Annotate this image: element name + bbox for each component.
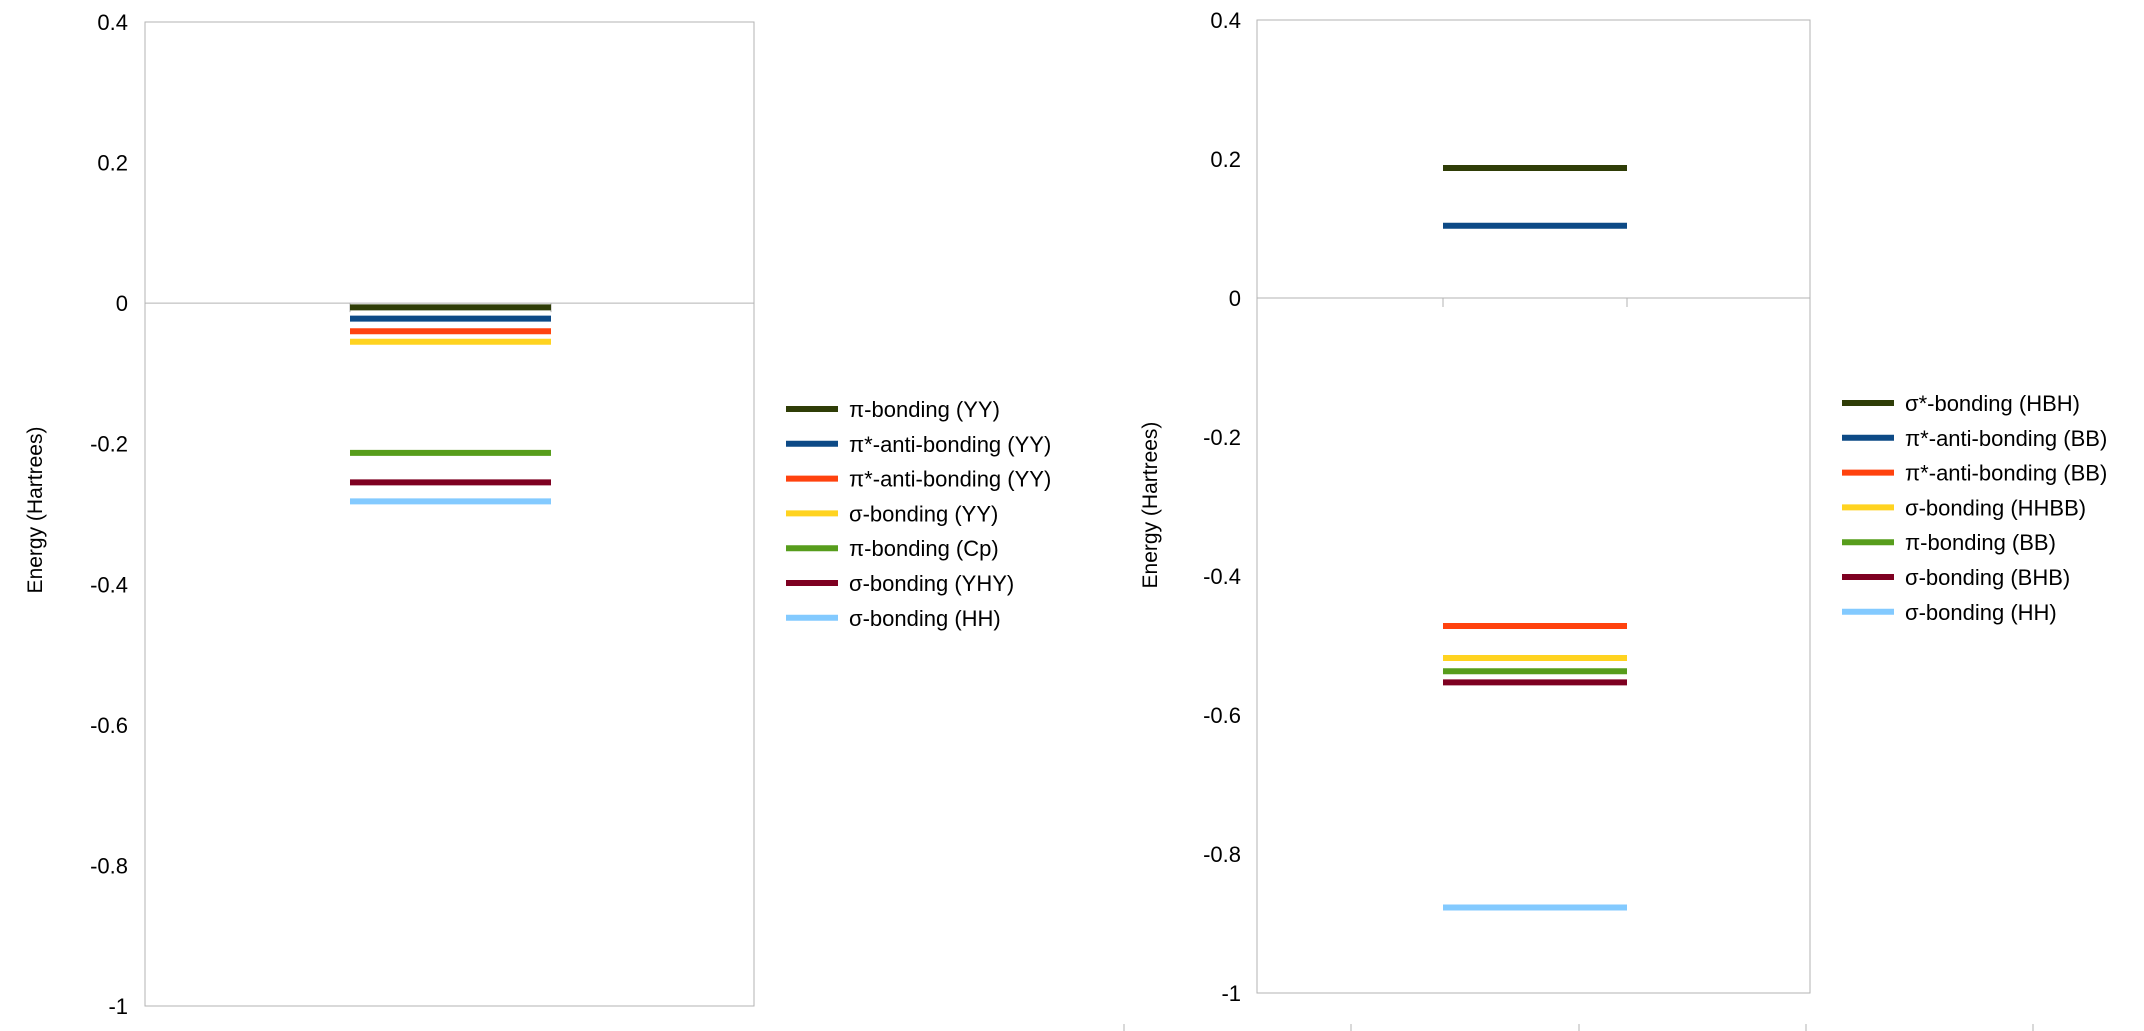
legend-label: σ-bonding (HHBB)	[1905, 495, 2086, 520]
legend-label: σ-bonding (HH)	[849, 606, 1001, 631]
legend-label: π-bonding (BB)	[1905, 530, 2056, 555]
y-tick-label: 0.4	[97, 10, 128, 35]
y-axis-label: Energy (Hartrees)	[1139, 422, 1162, 589]
y-tick-label: 0.4	[1210, 8, 1241, 33]
energy-chart-2: 0.4 0.2 0 -0.2 -0.4 -0.6 -0.8 -1 Energy (Hartree…	[1123, 8, 2107, 1031]
legend-label: σ-bonding (BHB)	[1905, 565, 2070, 590]
y-tick-label: 0	[116, 291, 128, 316]
plot-area	[144, 21, 755, 1007]
y-tick-label: -0.2	[1203, 425, 1241, 450]
legend-label: π*-anti-bonding (YY)	[849, 467, 1051, 492]
legend-label: π*-anti-bonding (YY)	[849, 432, 1051, 457]
legend-label: π-bonding (YY)	[849, 397, 1000, 422]
y-tick-label: -0.6	[90, 713, 128, 738]
plot-area	[1256, 19, 1811, 994]
y-tick-label: -0.4	[1203, 564, 1241, 589]
legend-label: σ-bonding (YY)	[849, 501, 998, 526]
y-tick-label: 0.2	[97, 151, 128, 176]
y-axis-label: Energy (Hartrees)	[24, 427, 47, 594]
y-tick-label: -0.2	[90, 432, 128, 457]
y-tick-label: -0.8	[90, 853, 128, 878]
legend: π-bonding (YY) π*-anti-bonding (YY) π*-ant…	[786, 397, 1051, 631]
legend-label: π-bonding (Cp)	[849, 536, 999, 561]
legend: σ*-bonding (HBH) π*-anti-bonding (BB) π*-a…	[1842, 391, 2107, 625]
legend-label: π*-anti-bonding (BB)	[1905, 461, 2107, 486]
y-tick-label: -1	[1221, 981, 1241, 1006]
legend-label: σ*-bonding (HBH)	[1905, 391, 2080, 416]
y-tick-label: -0.8	[1203, 842, 1241, 867]
legend-label: π*-anti-bonding (BB)	[1905, 426, 2107, 451]
y-tick-label: 0.2	[1210, 147, 1241, 172]
y-tick-label: -0.6	[1203, 703, 1241, 728]
y-tick-label: 0	[1229, 286, 1241, 311]
energy-chart-1: 0.4 0.2 0 -0.2 -0.4 -0.6 -0.8 -1 Energy (Hartree…	[24, 10, 1051, 1019]
y-tick-label: -0.4	[90, 572, 128, 597]
legend-label: σ-bonding (HH)	[1905, 600, 2057, 625]
legend-label: σ-bonding (YHY)	[849, 571, 1014, 596]
y-tick-label: -1	[108, 994, 128, 1019]
